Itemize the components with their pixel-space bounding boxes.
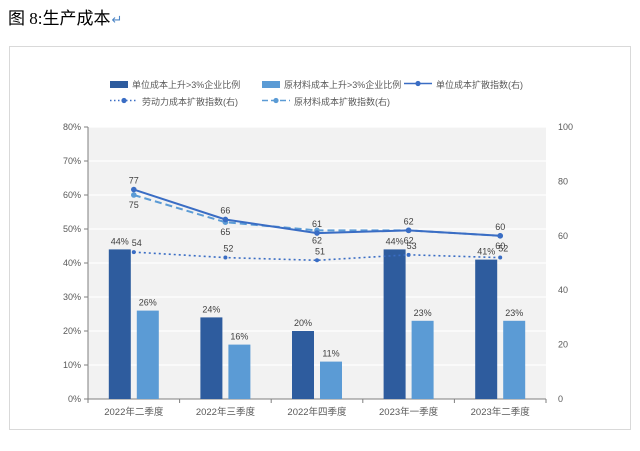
line-data-label: 54 (132, 238, 142, 248)
left-axis-tick-label: 40% (63, 258, 81, 268)
bar (383, 249, 406, 399)
x-axis-category-label: 2023年一季度 (379, 406, 439, 418)
line-marker (314, 230, 320, 236)
legend-item-unit-cost-bar: 单位成本上升>3%企业比例 (110, 78, 262, 91)
bar-data-label: 20% (294, 318, 312, 328)
bar-data-label: 26% (139, 298, 157, 308)
right-axis-tick-label: 60 (558, 231, 568, 241)
line-data-label: 61 (312, 219, 322, 229)
line-marker (131, 250, 136, 255)
right-axis-tick-label: 0 (558, 394, 563, 404)
line-marker (131, 186, 137, 193)
legend-label: 单位成本扩散指数(右) (436, 80, 523, 90)
line-data-label: 60 (495, 222, 505, 232)
left-axis-tick-label: 30% (63, 292, 81, 302)
bar (503, 320, 526, 399)
x-axis-category-label: 2022年四季度 (287, 406, 347, 418)
legend-item-raw-material-bar: 原材料成本上升>3%企业比例 (262, 78, 404, 91)
line-data-label: 66 (220, 205, 230, 215)
bar-data-label: 23% (505, 308, 523, 318)
bar-data-label: 44% (111, 236, 129, 246)
legend-item-labor-cost-line: 劳动力成本扩散指数(右) (110, 95, 262, 108)
legend-label: 单位成本上升>3%企业比例 (132, 80, 241, 90)
x-axis-category-label: 2022年二季度 (104, 406, 164, 418)
bar-data-label: 41% (477, 247, 495, 257)
paragraph-return-icon: ↵ (111, 13, 123, 28)
line-marker (498, 255, 503, 260)
legend-label: 劳动力成本扩散指数(右) (142, 97, 238, 107)
line-marker (222, 216, 229, 223)
right-axis-tick-label: 40 (558, 285, 568, 295)
line-marker (406, 252, 411, 257)
bar (200, 317, 223, 399)
right-axis-tick-label: 20 (558, 340, 568, 350)
legend-item-raw-material-line: 原材料成本扩散指数(右) (262, 95, 404, 108)
line-marker (315, 258, 319, 263)
left-axis-tick-label: 10% (63, 360, 81, 370)
bar (228, 344, 251, 399)
production-cost-chart: 0% 10% 20% 30% 40% 50% 60% 70% 80% 0 20 40 60 80 100 20… (63, 122, 573, 418)
bar (411, 320, 434, 399)
line-data-label: 77 (129, 176, 139, 186)
legend-swatch-unit-cost-bar (110, 81, 128, 88)
right-axis-tick-label: 100 (558, 122, 573, 132)
legend-label: 原材料成本上升>3%企业比例 (284, 80, 402, 90)
line-data-label: 75 (129, 200, 139, 210)
bar (475, 259, 498, 399)
figure-title-text: 图 8:生产成本 (8, 9, 111, 28)
page-title: 图 8:生产成本↵ (8, 9, 640, 31)
legend-swatch-raw-material-line (262, 96, 290, 107)
line-marker (405, 227, 412, 234)
line-series (133, 251, 501, 262)
left-axis-tick-label: 20% (63, 326, 81, 336)
bar-data-label: 24% (202, 304, 220, 314)
left-axis-tick-label: 70% (63, 156, 81, 166)
bar-data-label: 44% (386, 236, 404, 246)
line-data-label: 62 (404, 235, 414, 245)
bar-data-label: 11% (322, 349, 339, 359)
line-data-label: 62 (312, 235, 322, 245)
left-axis-tick-label: 80% (63, 122, 81, 132)
right-axis-tick-label: 80 (558, 176, 568, 186)
left-axis-tick-label: 0% (68, 394, 81, 404)
legend-swatch-labor-cost-line (110, 96, 138, 107)
legend-swatch-raw-material-bar (262, 81, 280, 88)
bar (320, 361, 342, 399)
chart-area: 0% 10% 20% 30% 40% 50% 60% 70% 80% 0 20 40 60 80 100 20… (10, 115, 630, 442)
bar (136, 310, 159, 399)
line-data-label: 60 (495, 241, 505, 251)
legend-label: 原材料成本扩散指数(右) (294, 97, 390, 107)
legend-item-unit-cost-line: 单位成本扩散指数(右) (404, 78, 630, 91)
chart-legend: 单位成本上升>3%企业比例 原材料成本上升>3%企业比例 单位成本扩散指数(右)… (110, 78, 630, 108)
line-data-label: 65 (220, 227, 230, 237)
bar (292, 331, 314, 399)
x-axis-category-label: 2022年三季度 (196, 406, 256, 418)
bar-data-label: 16% (230, 332, 248, 342)
left-axis-tick-label: 60% (63, 190, 81, 200)
legend-swatch-unit-cost-line (404, 79, 432, 90)
x-axis-category-label: 2023年二季度 (471, 406, 531, 418)
left-axis-tick-label: 50% (63, 224, 81, 234)
line-data-label: 53 (407, 241, 417, 251)
bar-data-label: 23% (414, 308, 432, 318)
bar (108, 249, 131, 399)
line-data-label: 62 (404, 216, 414, 226)
line-marker (497, 233, 504, 239)
chart-frame: 单位成本上升>3%企业比例 原材料成本上升>3%企业比例 单位成本扩散指数(右)… (9, 46, 631, 430)
line-marker (223, 255, 228, 260)
line-data-label: 52 (498, 244, 508, 254)
line-data-label: 52 (223, 244, 233, 254)
line-marker (131, 192, 137, 198)
line-data-label: 51 (315, 246, 325, 256)
